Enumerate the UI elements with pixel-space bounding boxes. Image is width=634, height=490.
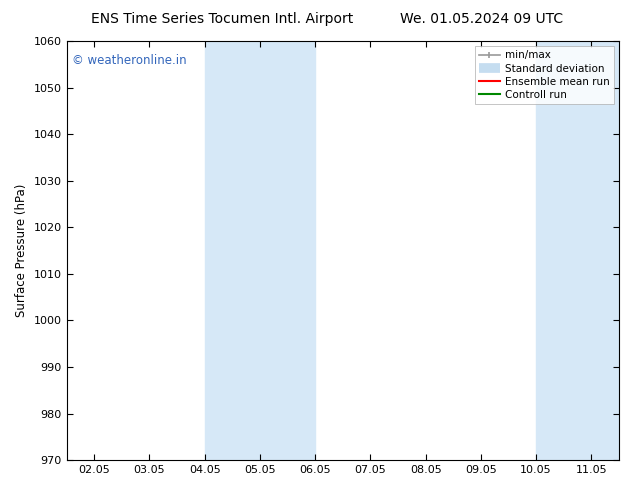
Text: © weatheronline.in: © weatheronline.in (72, 53, 186, 67)
Text: We. 01.05.2024 09 UTC: We. 01.05.2024 09 UTC (400, 12, 564, 26)
Y-axis label: Surface Pressure (hPa): Surface Pressure (hPa) (15, 184, 28, 318)
Bar (260, 41, 315, 460)
Bar (592, 41, 619, 460)
Bar (205, 41, 260, 460)
Bar (536, 41, 592, 460)
Text: ENS Time Series Tocumen Intl. Airport: ENS Time Series Tocumen Intl. Airport (91, 12, 353, 26)
Legend: min/max, Standard deviation, Ensemble mean run, Controll run: min/max, Standard deviation, Ensemble me… (475, 46, 614, 104)
